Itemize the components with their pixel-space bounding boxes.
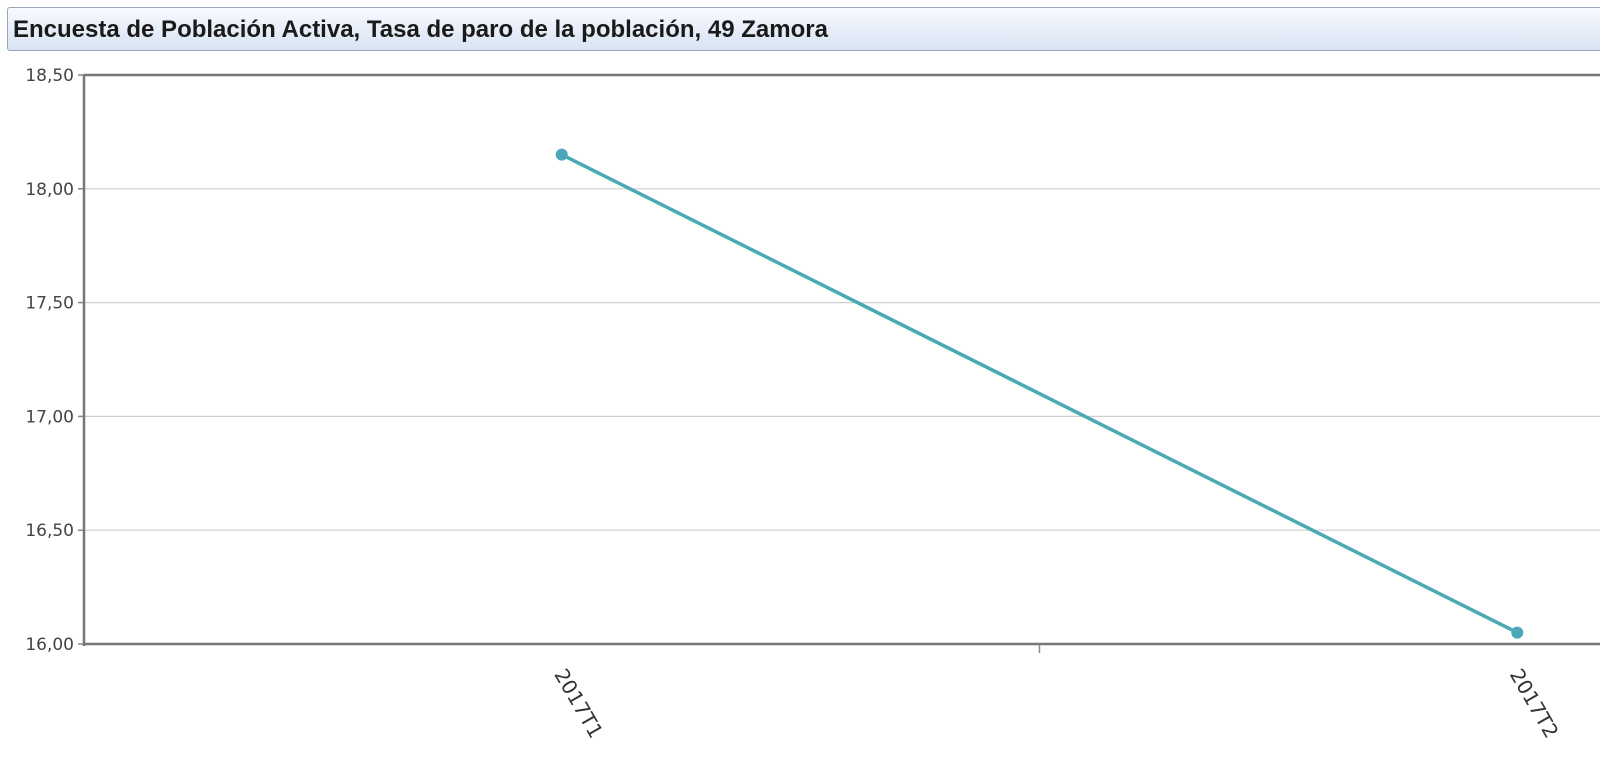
data-point (555, 148, 568, 161)
gridlines (78, 74, 1600, 645)
axes (82, 73, 1600, 653)
chart-title-bar: Encuesta de Población Activa, Tasa de pa… (7, 7, 1600, 51)
y-tick-labels: 16,00 16,50 17,00 17,50 18,00 18,50 (25, 66, 74, 655)
data-point (1511, 626, 1524, 639)
y-tick-label: 16,00 (25, 635, 74, 655)
x-category-label: 2017T2 (1505, 665, 1564, 743)
data-points (555, 148, 1524, 639)
y-tick-label: 17,00 (25, 407, 74, 427)
x-category-label: 2017T1 (549, 665, 608, 743)
chart-title: Encuesta de Población Activa, Tasa de pa… (13, 16, 828, 43)
y-tick-label: 17,50 (25, 294, 74, 314)
y-tick-label: 16,50 (25, 521, 74, 541)
series-line (560, 153, 1519, 635)
x-tick-labels: 2017T1 2017T2 (549, 665, 1563, 743)
series-lines (560, 153, 1519, 635)
y-tick-label: 18,50 (25, 66, 74, 86)
y-tick-label: 18,00 (25, 180, 74, 200)
